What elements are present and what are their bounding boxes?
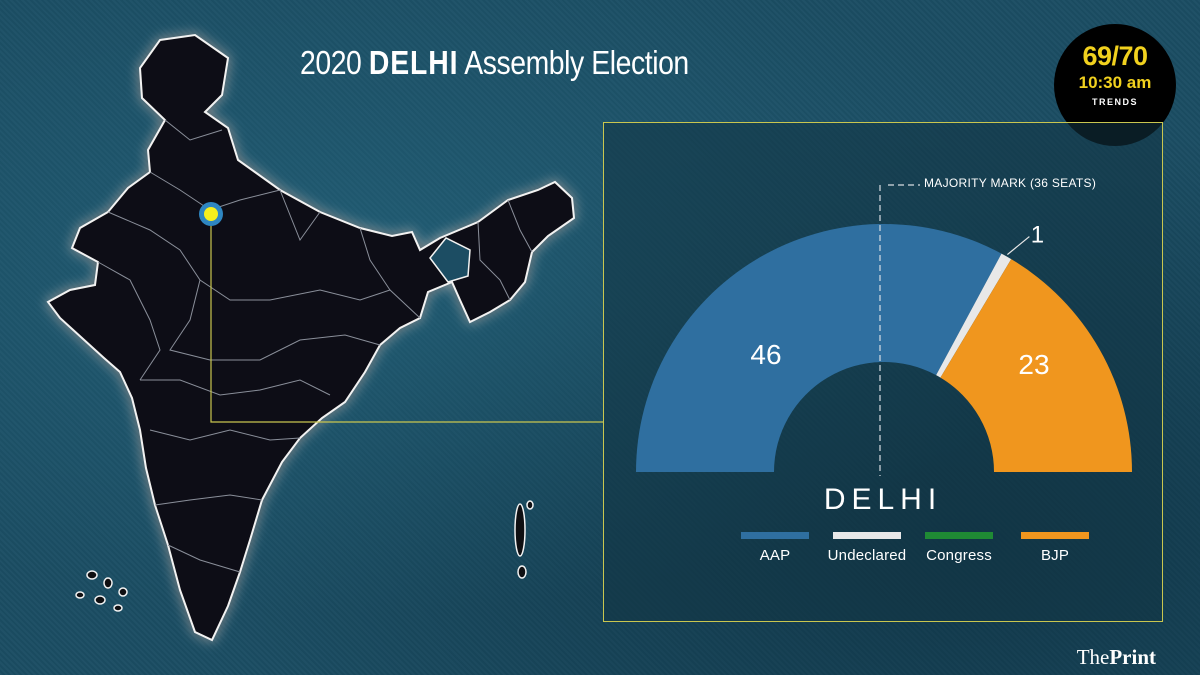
- majority-mark-label: MAJORITY MARK (36 SEATS): [924, 176, 1097, 190]
- seats-counted-value: 69/70: [1082, 41, 1148, 71]
- legend-label-congress: Congress: [926, 547, 992, 564]
- chart-legend: AAP Undeclared Congress BJP: [735, 532, 1095, 572]
- data-label-leader-undeclared: [1006, 236, 1030, 256]
- title-year: 2020: [300, 44, 362, 81]
- india-outline: [46, 33, 576, 642]
- legend-item-bjp: BJP: [1015, 532, 1095, 565]
- legend-swatch-bjp: [1021, 532, 1089, 539]
- legend-swatch-aap: [741, 532, 809, 539]
- delhi-marker: [199, 202, 223, 226]
- legend-swatch-congress: [925, 532, 993, 539]
- data-label-undeclared: 1: [1031, 222, 1044, 249]
- seat-segment-undeclared: [936, 253, 1012, 378]
- page-title: 2020 DELHI Assembly Election: [300, 44, 689, 82]
- legend-swatch-undeclared: [833, 532, 901, 539]
- data-label-bjp: 23: [1018, 349, 1049, 380]
- brand-logo: ThePrint: [1077, 645, 1156, 670]
- legend-label-undeclared: Undeclared: [827, 547, 907, 564]
- legend-label-aap: AAP: [759, 547, 791, 564]
- update-time: 10:30 am: [1078, 73, 1152, 92]
- seat-segment-aap: [636, 224, 1002, 472]
- title-rest: Assembly Election: [464, 44, 689, 81]
- brand-logo-part1: The: [1076, 645, 1110, 669]
- legend-item-aap: AAP: [735, 532, 815, 565]
- state-borders: [97, 119, 533, 573]
- legend-label-bjp: BJP: [1040, 547, 1070, 564]
- seat-segment-bjp: [940, 259, 1132, 472]
- chart-state-name: DELHI: [823, 483, 943, 516]
- brand-logo-part2: Print: [1109, 645, 1156, 669]
- trends-label: TRENDS: [1091, 97, 1138, 107]
- data-label-aap: 46: [750, 339, 781, 370]
- legend-item-congress: Congress: [919, 532, 999, 565]
- legend-item-undeclared: Undeclared: [827, 532, 907, 565]
- delhi-connector: [210, 226, 603, 423]
- title-state: DELHI: [368, 44, 459, 81]
- islands: [75, 500, 534, 612]
